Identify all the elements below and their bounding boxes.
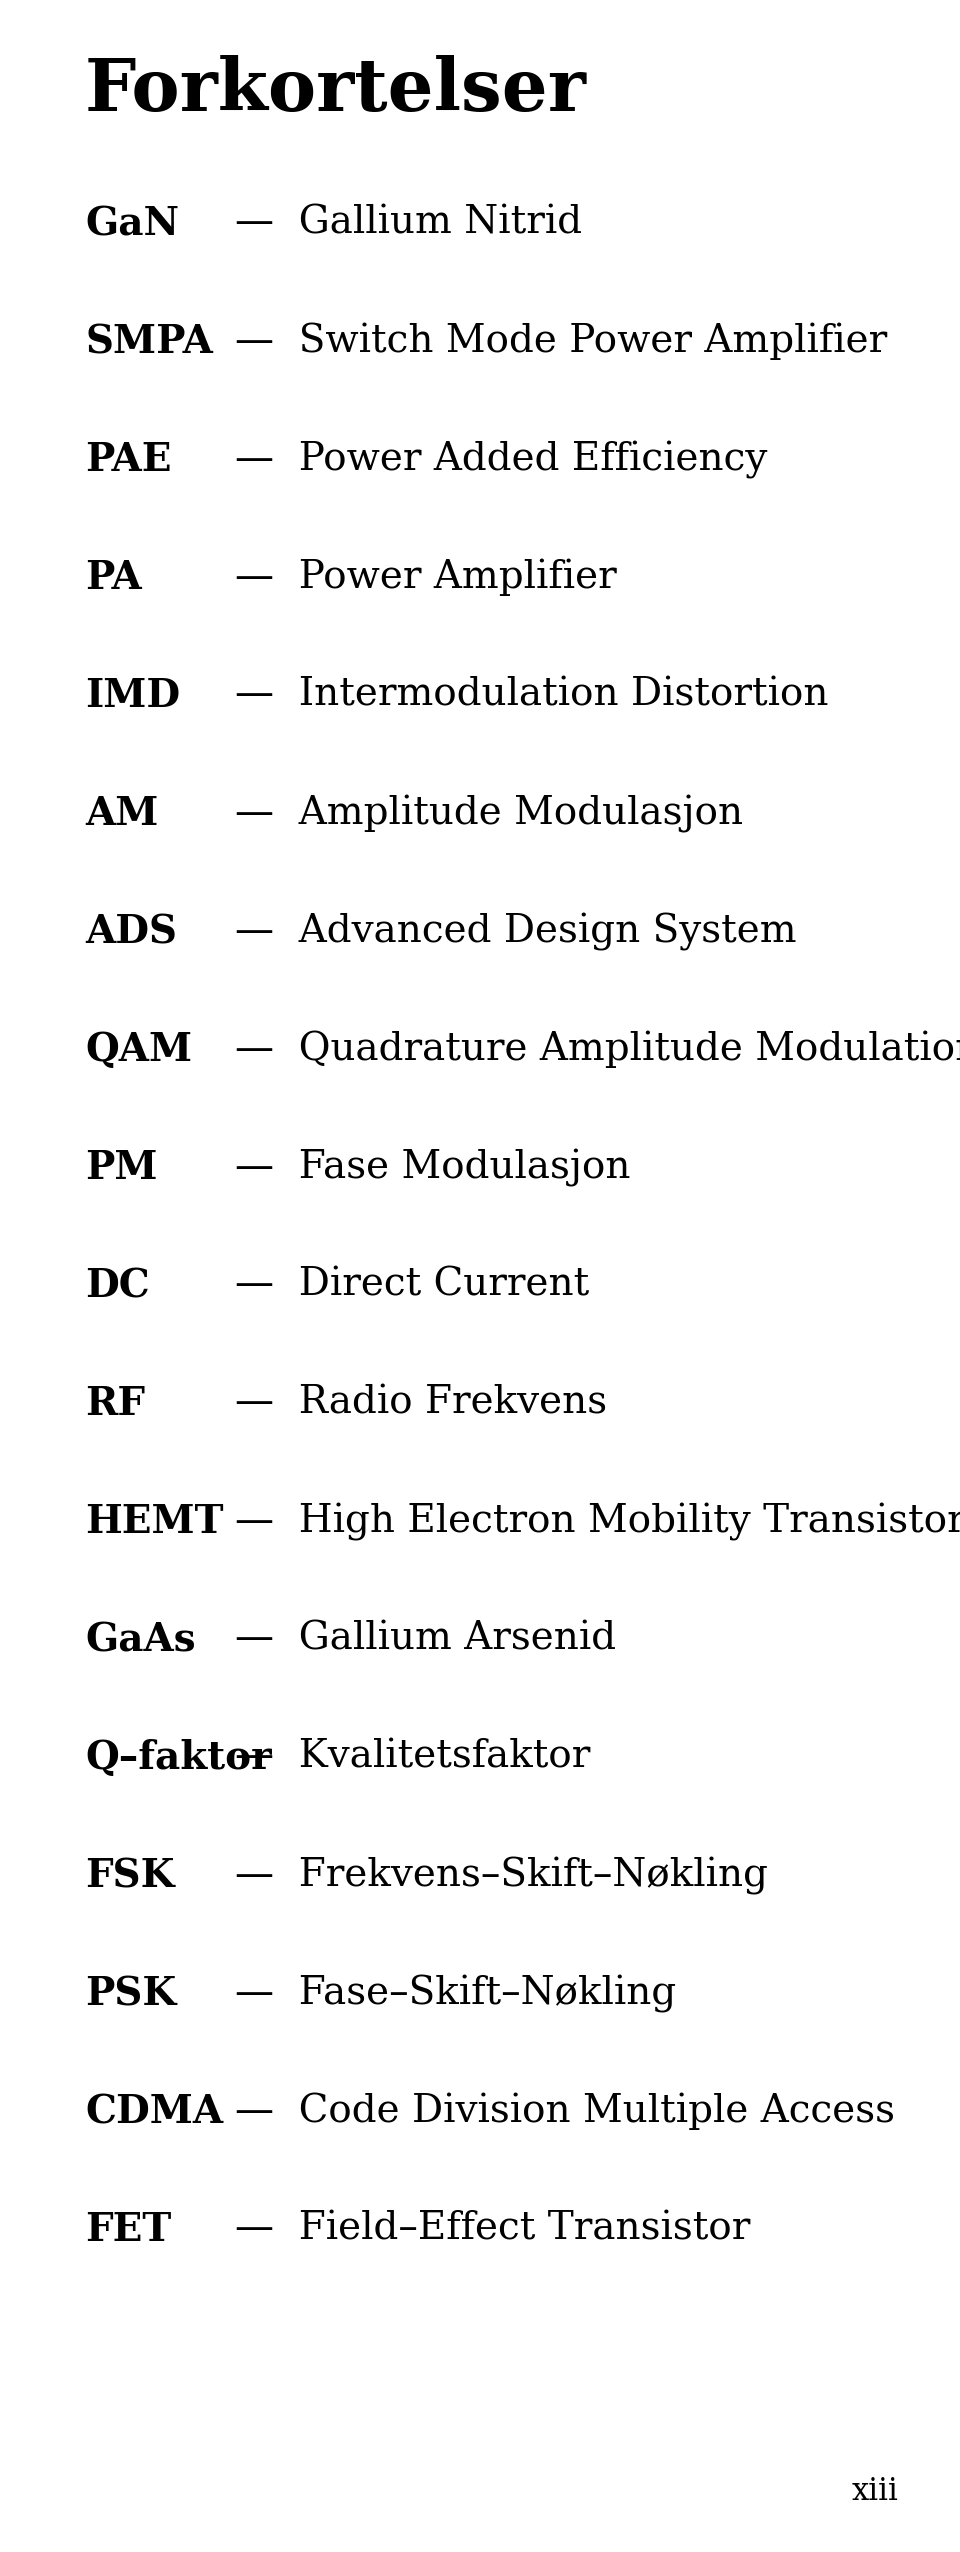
Text: —  Power Amplifier: — Power Amplifier: [235, 559, 616, 597]
Text: xiii: xiii: [852, 2475, 899, 2506]
Text: —  Direct Current: — Direct Current: [235, 1266, 589, 1304]
Text: PM: PM: [85, 1148, 157, 1187]
Text: —  Gallium Nitrid: — Gallium Nitrid: [235, 204, 582, 242]
Text: —  Gallium Arsenid: — Gallium Arsenid: [235, 1621, 616, 1659]
Text: ADS: ADS: [85, 914, 177, 952]
Text: —  Radio Frekvens: — Radio Frekvens: [235, 1386, 607, 1421]
Text: Q–faktor: Q–faktor: [85, 1738, 272, 1776]
Text: SMPA: SMPA: [85, 324, 213, 360]
Text: —  Switch Mode Power Amplifier: — Switch Mode Power Amplifier: [235, 324, 887, 360]
Text: —  High Electron Mobility Transistor: — High Electron Mobility Transistor: [235, 1503, 960, 1541]
Text: —  Fase Modulasjon: — Fase Modulasjon: [235, 1148, 631, 1187]
Text: Forkortelser: Forkortelser: [85, 56, 587, 125]
Text: PAE: PAE: [85, 441, 172, 480]
Text: —  Field–Effect Transistor: — Field–Effect Transistor: [235, 2210, 751, 2248]
Text: IMD: IMD: [85, 676, 180, 715]
Text: —  Frekvens–Skift–Nøkling: — Frekvens–Skift–Nøkling: [235, 1858, 768, 1896]
Text: —  Quadrature Amplitude Modulation: — Quadrature Amplitude Modulation: [235, 1031, 960, 1069]
Text: —  Power Added Efficiency: — Power Added Efficiency: [235, 441, 767, 480]
Text: —  Amplitude Modulasjon: — Amplitude Modulasjon: [235, 796, 743, 832]
Text: —  Advanced Design System: — Advanced Design System: [235, 914, 797, 952]
Text: PA: PA: [85, 559, 142, 597]
Text: CDMA: CDMA: [85, 2093, 223, 2131]
Text: AM: AM: [85, 796, 158, 832]
Text: —  Intermodulation Distortion: — Intermodulation Distortion: [235, 676, 828, 715]
Text: GaN: GaN: [85, 204, 179, 242]
Text: —  Fase–Skift–Nøkling: — Fase–Skift–Nøkling: [235, 1975, 676, 2014]
Text: QAM: QAM: [85, 1031, 192, 1069]
Text: RF: RF: [85, 1386, 145, 1424]
Text: GaAs: GaAs: [85, 1621, 196, 1659]
Text: —  Kvalitetsfaktor: — Kvalitetsfaktor: [235, 1738, 590, 1776]
Text: —  Code Division Multiple Access: — Code Division Multiple Access: [235, 2093, 895, 2131]
Text: FSK: FSK: [85, 1858, 175, 1896]
Text: HEMT: HEMT: [85, 1503, 224, 1541]
Text: DC: DC: [85, 1266, 150, 1304]
Text: FET: FET: [85, 2210, 171, 2248]
Text: PSK: PSK: [85, 1975, 177, 2014]
